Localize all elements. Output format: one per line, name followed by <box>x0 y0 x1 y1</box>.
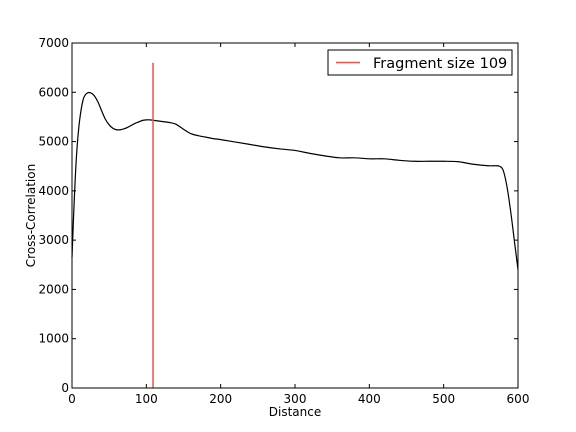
x-tick-label: 300 <box>284 392 307 406</box>
x-tick-label: 400 <box>358 392 381 406</box>
cross-correlation-line <box>71 91 519 270</box>
x-axis-label: Distance <box>269 405 321 419</box>
y-tick-label: 1000 <box>38 332 69 346</box>
x-axis: 0 100 200 300 400 500 600 <box>68 43 529 406</box>
y-axis: 0 1000 2000 3000 4000 5000 6000 7000 <box>38 36 518 395</box>
y-tick-label: 6000 <box>38 85 69 99</box>
y-tick-label: 2000 <box>38 282 69 296</box>
x-tick-label: 0 <box>68 392 76 406</box>
legend-label: Fragment size 109 <box>373 56 507 72</box>
legend: Fragment size 109 <box>327 49 513 76</box>
y-axis-label: Cross-Correlation <box>24 164 38 267</box>
x-tick-label: 600 <box>507 392 530 406</box>
x-tick-label: 500 <box>432 392 455 406</box>
y-tick-label: 4000 <box>38 184 69 198</box>
plot-area <box>71 62 519 388</box>
y-tick-label: 0 <box>61 381 69 395</box>
x-tick-label: 100 <box>135 392 158 406</box>
y-tick-label: 3000 <box>38 233 69 247</box>
y-tick-label: 5000 <box>38 135 69 149</box>
y-tick-label: 7000 <box>38 36 69 50</box>
x-tick-label: 200 <box>209 392 232 406</box>
plot-frame <box>71 42 519 389</box>
